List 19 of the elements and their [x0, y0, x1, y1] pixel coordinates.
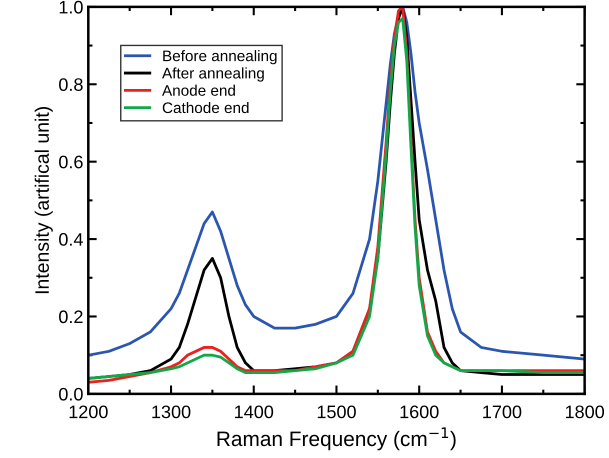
x-axis-title: Raman Frequency (cm$^{−1}$)	[218, 427, 456, 450]
x-tick-label: 1400	[235, 405, 274, 418]
legend-label: Before annealing	[163, 50, 277, 64]
x-tick-label: 1200	[70, 405, 108, 418]
legend-label: Cathode end	[162, 102, 249, 114]
y-tick-label: 0.0	[59, 388, 83, 401]
y-tick-label: 1.0	[60, 0, 83, 14]
x-tick-label: 1300	[152, 405, 190, 418]
x-tick-label: 1800	[566, 405, 604, 418]
legend-label: After annealing	[162, 67, 264, 82]
y-tick-label: 0.8	[59, 78, 83, 91]
x-tick-label: 1500	[318, 405, 356, 418]
y-tick-label: 0.2	[59, 310, 83, 324]
x-tick-label: 1600	[400, 405, 439, 418]
x-tick-label: 1700	[483, 405, 522, 418]
y-tick-label: 0.4	[59, 233, 83, 246]
y-axis-title: Intensity (artifical unit)	[34, 107, 53, 294]
legend-label: Anode end	[162, 84, 235, 96]
y-tick-label: 0.6	[59, 156, 83, 168]
